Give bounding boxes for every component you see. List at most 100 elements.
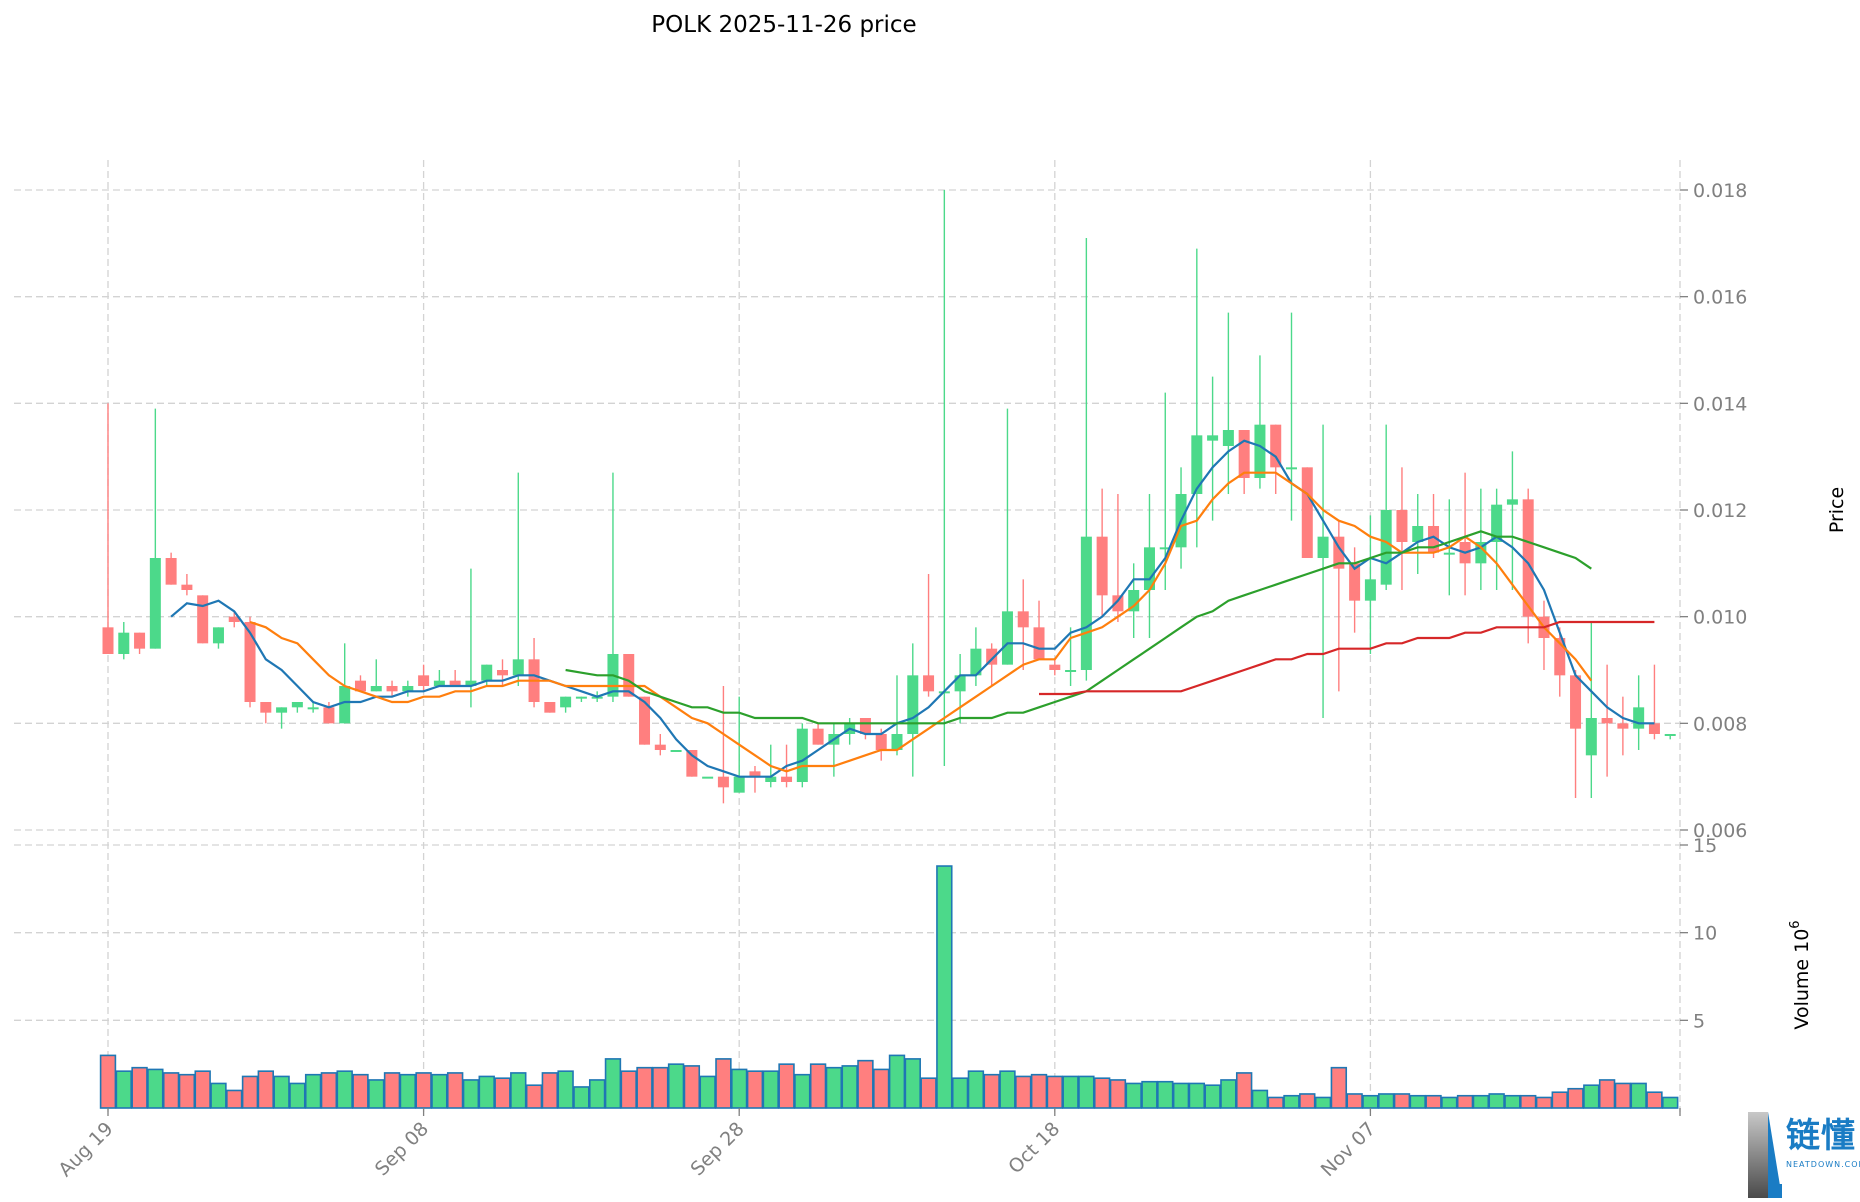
candle bbox=[449, 670, 461, 686]
volume-axis-title: Volume 106 bbox=[1788, 920, 1813, 1029]
candle bbox=[702, 776, 714, 779]
candle bbox=[307, 702, 319, 713]
volume-bar bbox=[1046, 1075, 1064, 1109]
moving-average-line bbox=[249, 471, 1593, 773]
candle bbox=[1096, 488, 1108, 617]
volume-bar bbox=[147, 1068, 164, 1109]
candle bbox=[291, 702, 303, 713]
candle bbox=[1664, 734, 1676, 740]
volume-bar bbox=[1172, 1082, 1190, 1109]
volume-bar bbox=[510, 1072, 527, 1109]
volume-bar bbox=[1646, 1091, 1663, 1109]
price-candles bbox=[102, 190, 1676, 804]
volume-bar bbox=[715, 1058, 732, 1109]
candle bbox=[859, 718, 871, 740]
volume-tick-label: 10 bbox=[1693, 923, 1717, 945]
volume-bar bbox=[1251, 1089, 1269, 1109]
price-tick-label: 0.012 bbox=[1693, 500, 1747, 522]
candle bbox=[828, 723, 840, 777]
candle bbox=[1475, 488, 1487, 590]
candle bbox=[1207, 376, 1219, 521]
candle bbox=[1143, 494, 1155, 638]
candle bbox=[102, 403, 114, 654]
volume-bar bbox=[1614, 1082, 1632, 1109]
volume-bar bbox=[762, 1070, 779, 1109]
date-tick-label: Sep 08 bbox=[371, 1118, 433, 1180]
candle bbox=[1380, 424, 1392, 590]
price-tick-label: 0.006 bbox=[1693, 820, 1747, 842]
candle bbox=[1175, 467, 1187, 569]
volume-bar bbox=[1220, 1079, 1237, 1109]
candle bbox=[970, 627, 982, 686]
volume-bar bbox=[446, 1072, 464, 1109]
volume-bar bbox=[620, 1070, 637, 1109]
candle bbox=[481, 664, 493, 686]
candle bbox=[907, 643, 919, 777]
candle bbox=[370, 659, 382, 692]
watermark-subtext: NEATDOWN.COM bbox=[1786, 1160, 1860, 1169]
volume-bar bbox=[478, 1075, 495, 1109]
candle bbox=[134, 632, 146, 654]
volume-bar bbox=[99, 1054, 117, 1109]
volume-bar bbox=[1535, 1096, 1553, 1109]
date-tick-label: Oct 18 bbox=[1004, 1118, 1064, 1178]
candle bbox=[1159, 392, 1171, 590]
candle bbox=[1522, 488, 1534, 644]
volume-bars bbox=[99, 865, 1679, 1109]
volume-bar bbox=[1109, 1079, 1127, 1109]
volume-bar bbox=[825, 1066, 843, 1109]
volume-bar bbox=[289, 1082, 306, 1109]
volume-bar bbox=[999, 1070, 1016, 1109]
candle bbox=[1349, 547, 1361, 633]
candle bbox=[1317, 424, 1329, 718]
volume-bar bbox=[257, 1070, 274, 1109]
candle bbox=[1222, 312, 1234, 494]
candle bbox=[1017, 579, 1029, 670]
candle bbox=[497, 659, 508, 686]
volume-bar bbox=[904, 1058, 921, 1109]
volume-bar bbox=[1551, 1091, 1568, 1109]
candle bbox=[560, 696, 572, 713]
volume-bar bbox=[1409, 1094, 1426, 1109]
volume-bar bbox=[1283, 1094, 1300, 1109]
volume-bar bbox=[1267, 1096, 1284, 1109]
candle bbox=[418, 664, 430, 692]
volume-tick-label: 5 bbox=[1693, 1010, 1705, 1032]
candle bbox=[1128, 563, 1140, 638]
price-tick-label: 0.014 bbox=[1693, 393, 1747, 415]
neatdown-logo-icon bbox=[1748, 1112, 1782, 1198]
volume-bar bbox=[178, 1073, 196, 1109]
candle bbox=[717, 686, 729, 804]
candle bbox=[1506, 451, 1518, 590]
volume-bar bbox=[1520, 1094, 1537, 1109]
date-tick-label: Aug 19 bbox=[54, 1118, 117, 1181]
date-tick-label: Sep 28 bbox=[686, 1118, 748, 1180]
candle bbox=[1648, 664, 1660, 740]
volume-bar bbox=[226, 1089, 243, 1109]
candle bbox=[891, 675, 903, 756]
candle bbox=[796, 723, 808, 788]
moving-average-line bbox=[1039, 620, 1655, 696]
volume-bar bbox=[1598, 1079, 1616, 1109]
date-tick-label: Nov 07 bbox=[1317, 1118, 1380, 1181]
candle bbox=[1001, 408, 1013, 665]
volume-bar bbox=[557, 1070, 574, 1109]
volume-tick-label: 15 bbox=[1693, 835, 1717, 857]
candle bbox=[1538, 600, 1550, 670]
candle bbox=[433, 670, 445, 686]
candle bbox=[512, 472, 524, 686]
volume-bar bbox=[194, 1070, 211, 1109]
candle bbox=[986, 643, 998, 686]
candle bbox=[1112, 494, 1124, 622]
volume-bar bbox=[368, 1079, 385, 1109]
price-tick-label: 0.018 bbox=[1693, 180, 1747, 202]
volume-bar bbox=[1141, 1080, 1158, 1109]
volume-bar bbox=[1630, 1082, 1647, 1109]
candle bbox=[228, 611, 240, 628]
volume-bar bbox=[1662, 1096, 1679, 1109]
candle bbox=[1080, 238, 1092, 681]
watermark-text: 链懂 bbox=[1786, 1116, 1856, 1156]
volume-bar bbox=[1078, 1075, 1095, 1109]
volume-bar bbox=[1204, 1084, 1221, 1109]
candle bbox=[607, 472, 619, 702]
